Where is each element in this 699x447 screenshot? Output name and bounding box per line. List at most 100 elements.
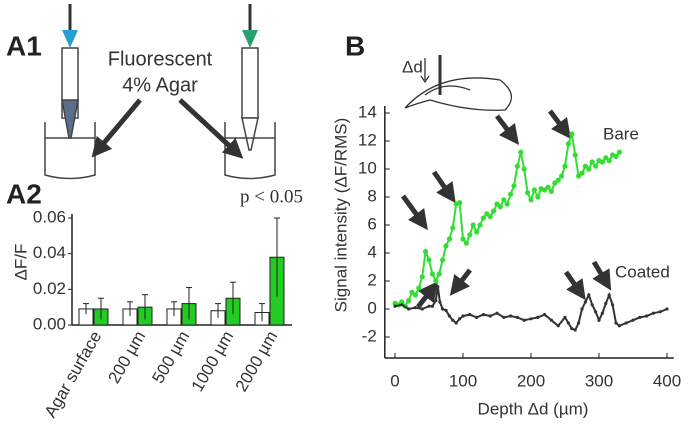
annotation: Coated [615, 262, 670, 281]
panel-label: A1 [6, 30, 42, 61]
point [413, 306, 417, 310]
point [444, 308, 448, 312]
caption: 4% Agar [122, 74, 198, 96]
point [423, 249, 429, 255]
point [586, 166, 592, 172]
point [556, 324, 560, 328]
point [617, 324, 622, 328]
point [548, 188, 555, 194]
point [416, 285, 422, 291]
point [491, 208, 497, 214]
point [480, 215, 486, 221]
point [419, 274, 425, 280]
panel-label: B [345, 30, 365, 61]
point [470, 222, 476, 228]
y-label: Signal intensity (ΔF/RMS) [331, 118, 350, 313]
point [412, 292, 418, 298]
point [399, 299, 405, 305]
point [457, 200, 463, 206]
point [468, 313, 472, 317]
point [467, 232, 473, 238]
x-tick-label: 300 [585, 371, 613, 390]
y-tick-label: 4 [367, 242, 376, 261]
point [495, 311, 499, 315]
point [569, 131, 575, 137]
point [450, 225, 456, 231]
point [514, 163, 521, 169]
y-tick-label: 0.00 [33, 314, 66, 333]
point [614, 321, 618, 325]
caption: Fluorescent [108, 48, 213, 70]
y-tick-label: -2 [362, 326, 377, 345]
a1-illustration [44, 4, 276, 180]
x-tick-label: 400 [653, 371, 681, 390]
point [515, 315, 520, 319]
point [613, 153, 619, 159]
point [460, 236, 466, 242]
point [597, 318, 601, 322]
point [509, 314, 513, 318]
point [511, 183, 517, 189]
point [665, 307, 669, 311]
point [461, 314, 465, 318]
point [441, 307, 445, 311]
y-tick-label: 14 [358, 102, 377, 121]
point [446, 236, 452, 242]
point [463, 240, 469, 246]
point [580, 307, 584, 311]
point [426, 257, 432, 263]
x-tick-label: 1000 µm [188, 328, 238, 395]
x-tick-label: 2000 µm [232, 328, 282, 395]
point [624, 321, 628, 325]
y-tick-label: 10 [358, 158, 377, 177]
y-tick-label: 0.04 [33, 243, 66, 262]
annotation: Δd [402, 57, 423, 76]
y-tick-label: 0.02 [33, 279, 66, 298]
point [436, 271, 442, 277]
point [429, 271, 435, 277]
point [451, 318, 455, 322]
point [604, 301, 608, 305]
point [531, 187, 538, 193]
point [504, 201, 510, 207]
annotation: p < 0.05 [240, 186, 303, 207]
point [658, 310, 662, 314]
point [600, 311, 605, 315]
point [518, 149, 524, 155]
x-tick-label: 200 µm [104, 328, 149, 387]
point [447, 314, 451, 318]
y-tick-label: 8 [367, 186, 376, 205]
point [474, 229, 480, 235]
point [543, 313, 547, 317]
point [607, 293, 611, 297]
point [481, 313, 485, 317]
point [536, 315, 540, 319]
point [529, 317, 533, 321]
point [525, 190, 531, 196]
x-tick-label: 500 µm [148, 328, 193, 387]
x-tick-label: 100 [449, 371, 477, 390]
point [563, 315, 567, 319]
point [497, 204, 503, 210]
x-tick-label: 200 [517, 371, 545, 390]
panel-label: A2 [6, 178, 42, 209]
point [522, 318, 526, 322]
point [631, 318, 635, 322]
point [406, 298, 412, 304]
line [394, 133, 621, 308]
point [565, 141, 572, 147]
x-label: Depth Δd (µm) [478, 399, 589, 418]
point [572, 152, 578, 158]
point [477, 222, 483, 228]
point [528, 197, 534, 203]
point [606, 158, 612, 164]
point [440, 257, 446, 263]
y-tick-label: 2 [367, 270, 376, 289]
point [573, 328, 577, 332]
x-tick-label: Agar surface [41, 328, 106, 421]
point [587, 293, 591, 297]
arrows [400, 109, 612, 309]
point [645, 314, 649, 318]
point [400, 303, 404, 307]
point [594, 310, 598, 314]
